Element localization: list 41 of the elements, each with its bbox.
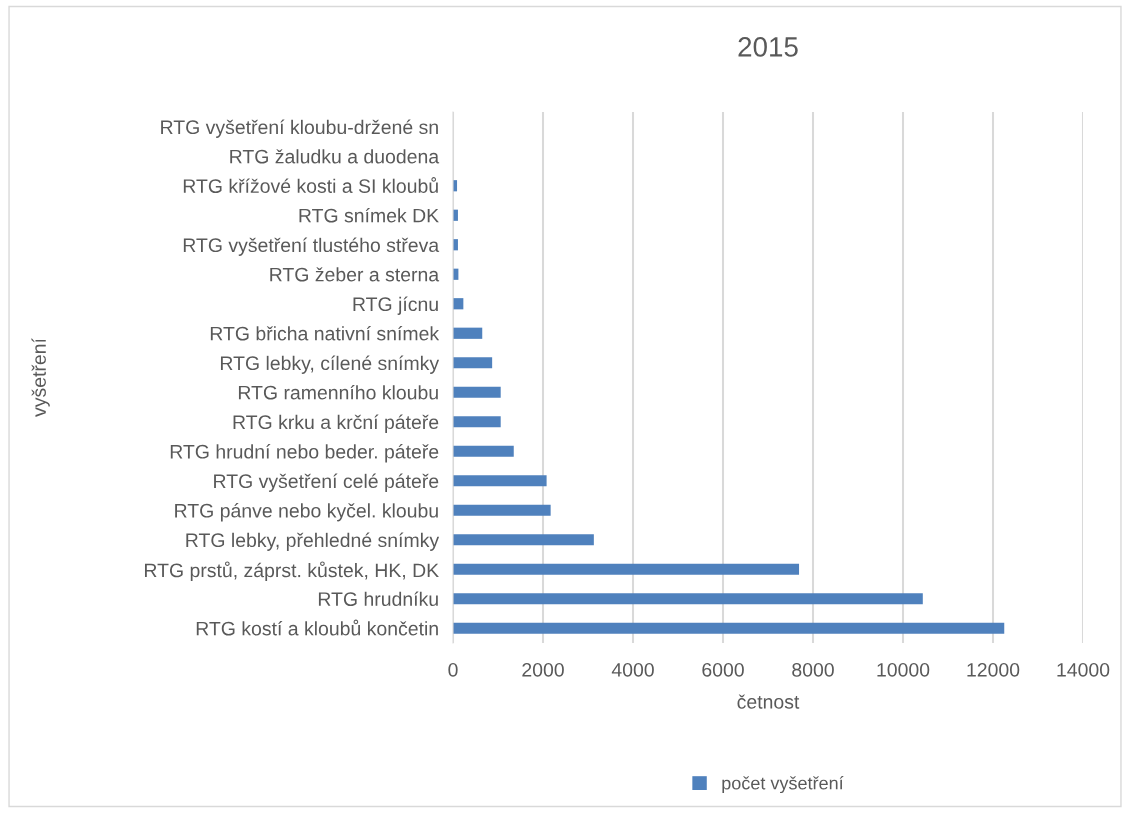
y-tick-label: RTG křížové kosti a SI kloubů bbox=[183, 177, 438, 193]
bar bbox=[453, 327, 483, 339]
y-tick-label: RTG lebky, cílené snímky bbox=[220, 355, 440, 374]
bar bbox=[453, 563, 800, 575]
y-tick-label: RTG pánve nebo kyčel. kloubu bbox=[175, 503, 438, 522]
legend-label: počet vyšetření bbox=[722, 776, 844, 794]
y-tick-label: RTG prstů, záprst. kůstek, HK, DK bbox=[145, 561, 439, 582]
y-tick-label: RTG hrudníku bbox=[318, 591, 438, 606]
x-axis-title: četnost bbox=[737, 694, 800, 709]
bar bbox=[453, 593, 923, 605]
bar bbox=[453, 475, 547, 487]
x-tick-label: 6000 bbox=[702, 662, 744, 677]
x-tick-label: 10000 bbox=[877, 662, 930, 677]
bar bbox=[453, 534, 594, 546]
bar bbox=[453, 445, 514, 457]
y-tick-label: RTG břicha nativní snímek bbox=[210, 325, 440, 341]
y-tick-label: RTG hrudní nebo beder. páteře bbox=[170, 444, 439, 463]
y-tick-label: RTG vyšetření kloubu-držené sn bbox=[161, 119, 438, 138]
y-tick-label: RTG vyšetření tlustého střeva bbox=[183, 237, 440, 256]
bar bbox=[453, 504, 551, 516]
x-tick-label: 2000 bbox=[522, 662, 564, 677]
y-tick-label: RTG ramenního kloubu bbox=[238, 384, 438, 400]
y-tick-label: RTG krku a krční páteře bbox=[233, 414, 439, 433]
x-tick-label: 14000 bbox=[1057, 662, 1110, 677]
y-tick-label: RTG žeber a sterna bbox=[270, 267, 440, 282]
x-tick-label: 12000 bbox=[967, 662, 1020, 677]
y-tick-label: RTG snímek DK bbox=[299, 207, 439, 223]
bar bbox=[453, 622, 1005, 634]
y-tick-label: RTG jícnu bbox=[353, 296, 438, 315]
y-tick-label: RTG lebky, přehledné snímky bbox=[186, 532, 440, 551]
bar bbox=[453, 386, 501, 398]
y-tick-label: RTG žaludku a duodena bbox=[230, 149, 440, 164]
y-axis-title: vyšetření bbox=[31, 338, 50, 417]
bar bbox=[453, 357, 493, 369]
x-tick-label: 0 bbox=[448, 662, 458, 677]
y-tick-label: RTG kostí a kloubů končetin bbox=[196, 619, 438, 636]
chart-title: 2015 bbox=[738, 37, 798, 57]
bar bbox=[453, 416, 501, 428]
x-tick-label: 8000 bbox=[792, 662, 834, 677]
y-tick-label: RTG vyšetření celé páteře bbox=[214, 473, 439, 492]
x-tick-label: 4000 bbox=[611, 662, 654, 677]
